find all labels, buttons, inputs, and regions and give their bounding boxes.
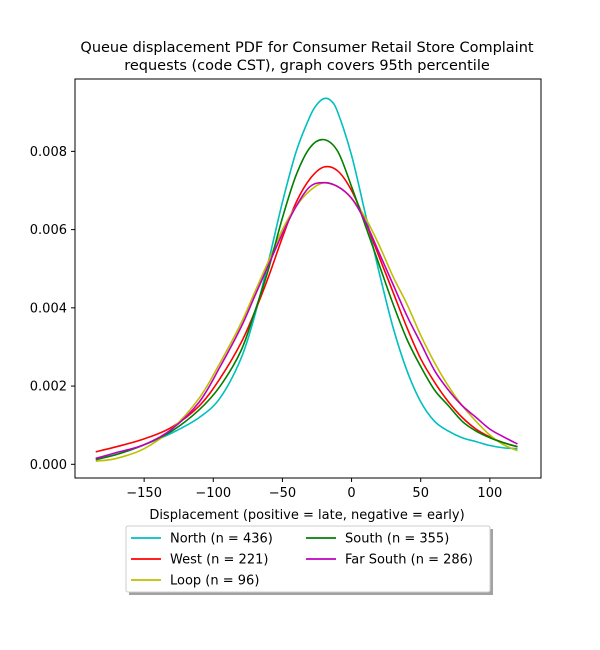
y-tick-label: 0.004 bbox=[30, 301, 67, 316]
x-tick-label: 100 bbox=[477, 486, 502, 501]
chart-title-line-2: requests (code CST), graph covers 95th p… bbox=[124, 58, 490, 74]
series-line-0 bbox=[95, 97, 518, 460]
x-tick-label: 50 bbox=[412, 486, 429, 501]
legend-items: North (n = 436) West (n = 221) Loop (n = 9… bbox=[131, 532, 473, 589]
x-axis: −150 −100 −50 0 50 100 bbox=[126, 478, 502, 501]
x-tick-label: −150 bbox=[126, 486, 162, 501]
y-tick-label: 0.008 bbox=[30, 145, 67, 160]
series-line-2 bbox=[95, 181, 518, 462]
y-axis: 0.000 0.002 0.004 0.006 0.008 bbox=[30, 145, 75, 473]
legend-label-3: South (n = 355) bbox=[345, 532, 449, 547]
x-tick-label: −50 bbox=[269, 486, 296, 501]
series-line-3 bbox=[95, 138, 518, 461]
series-line-4 bbox=[95, 181, 518, 460]
y-tick-label: 0.000 bbox=[30, 458, 67, 473]
series-line-1 bbox=[95, 165, 518, 453]
legend-label-0: North (n = 436) bbox=[170, 532, 273, 547]
x-axis-label: Displacement (positive = late, negative … bbox=[149, 508, 464, 523]
chart-title-line-1: Queue displacement PDF for Consumer Reta… bbox=[80, 40, 533, 56]
x-tick-label: −100 bbox=[195, 486, 231, 501]
series-layer bbox=[95, 97, 518, 462]
y-tick-label: 0.002 bbox=[30, 380, 67, 395]
legend: North (n = 436) West (n = 221) Loop (n = 9… bbox=[125, 525, 493, 595]
legend-label-2: Loop (n = 96) bbox=[170, 574, 259, 589]
x-tick-label: 0 bbox=[347, 486, 355, 501]
y-tick-label: 0.006 bbox=[30, 223, 67, 238]
legend-label-1: West (n = 221) bbox=[170, 553, 268, 568]
plot-frame bbox=[74, 78, 542, 479]
legend-label-4: Far South (n = 286) bbox=[345, 553, 473, 568]
